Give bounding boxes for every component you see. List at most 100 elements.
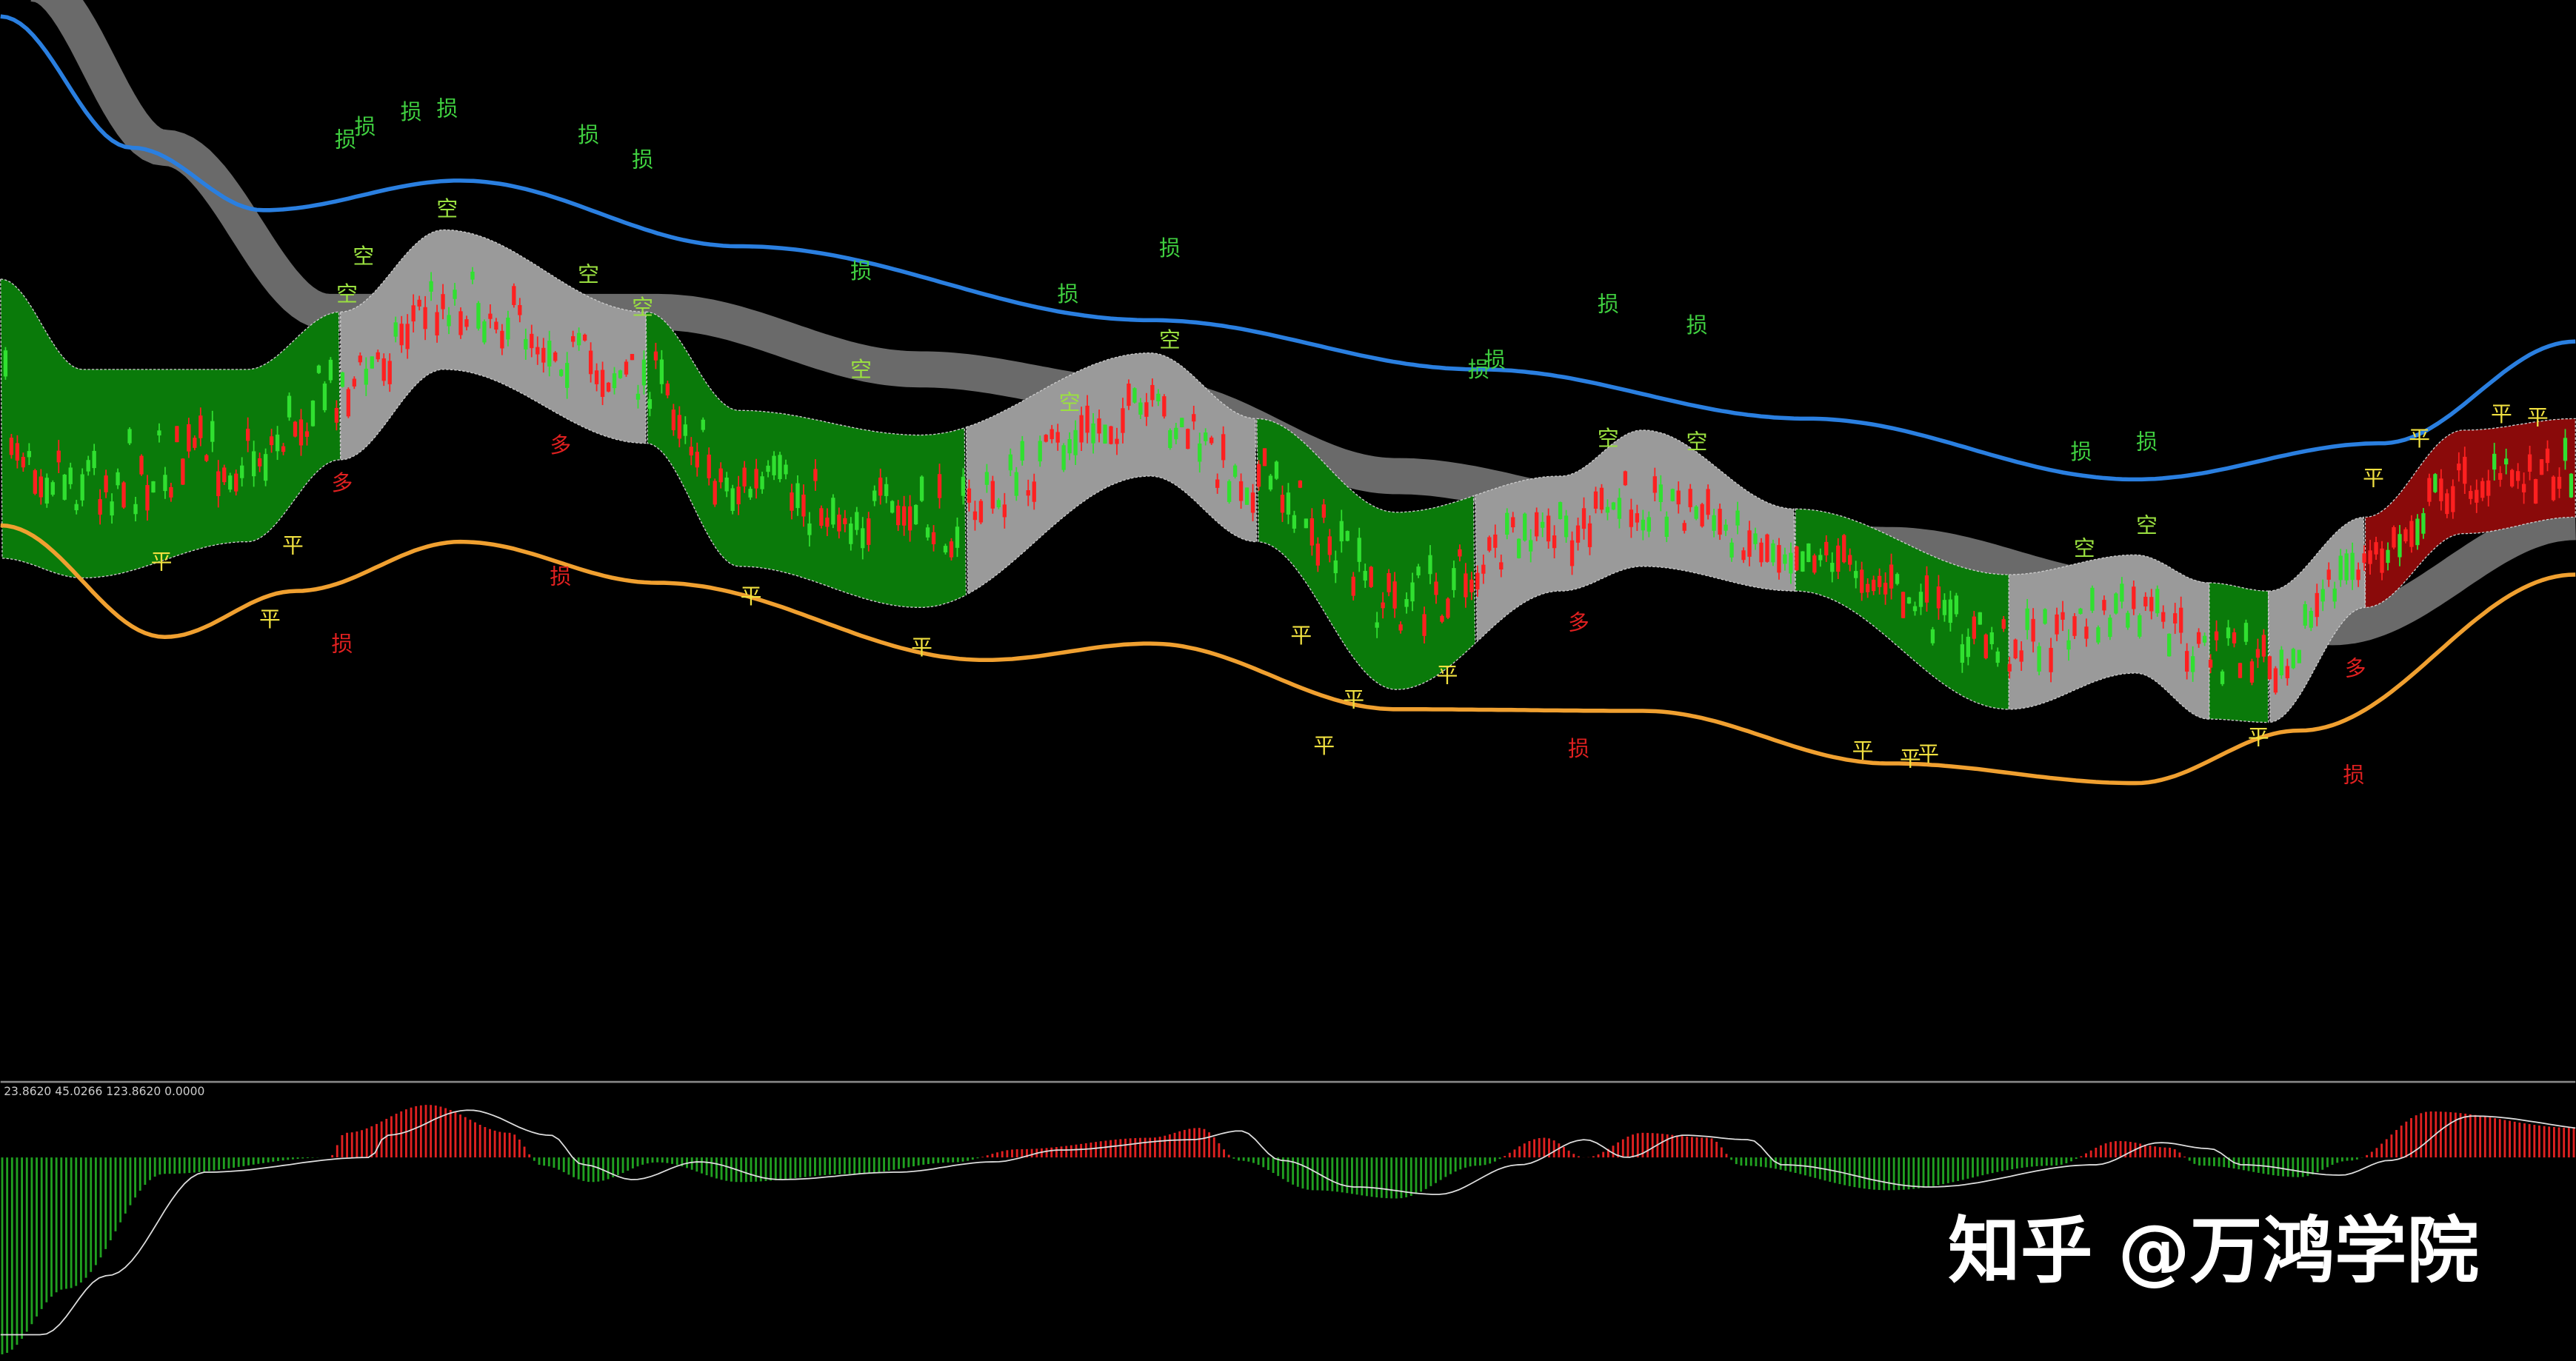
candle-body xyxy=(2096,627,2100,643)
candle-body xyxy=(553,352,558,361)
candle-body xyxy=(1434,581,1438,595)
candle-body xyxy=(2504,458,2509,465)
candle-body xyxy=(855,512,859,530)
signal-label: 空 xyxy=(336,281,358,307)
candle-body xyxy=(1806,543,1811,563)
candle-body xyxy=(269,436,274,446)
signal-label: 损 xyxy=(550,564,571,589)
candle-body xyxy=(1924,575,1929,603)
candle-body xyxy=(1812,555,1817,573)
candle-body xyxy=(56,450,61,463)
candle-body xyxy=(1050,429,1054,440)
signal-label: 损 xyxy=(332,631,353,656)
candle-body xyxy=(104,475,108,492)
candle-body xyxy=(2001,619,2006,629)
candle-body xyxy=(813,469,818,481)
candle-body xyxy=(2078,608,2083,614)
candle-body xyxy=(1747,530,1752,557)
candle-body xyxy=(1215,479,1220,488)
candle-body xyxy=(1381,602,1385,609)
candle-body xyxy=(1032,481,1036,502)
signal-label: 损 xyxy=(436,96,458,121)
candle-body xyxy=(3,350,8,377)
candle-body xyxy=(1906,597,1912,604)
candle-body xyxy=(1410,582,1415,602)
candle-body xyxy=(376,352,380,360)
candle-body xyxy=(1611,502,1616,510)
signal-label: 空 xyxy=(2136,513,2158,538)
candle-body xyxy=(931,532,936,544)
candle-body xyxy=(1428,555,1432,575)
candle-body xyxy=(990,481,995,509)
candle-body xyxy=(1458,549,1462,557)
signal-label: 平 xyxy=(2248,725,2269,750)
candle-body xyxy=(1079,415,1084,443)
candle-body xyxy=(2043,609,2047,624)
signal-label: 平 xyxy=(1343,687,1364,712)
candle-body xyxy=(2439,478,2443,501)
candle-body xyxy=(2066,640,2071,650)
candle-body xyxy=(895,505,901,526)
candle-body xyxy=(1186,429,1190,449)
candle-body xyxy=(1339,521,1344,542)
indicator-header: 23.8620 45.0266 123.8620 0.0000 xyxy=(4,1085,204,1098)
candle-body xyxy=(1369,566,1373,587)
candle-body xyxy=(1511,517,1515,528)
candle-body xyxy=(340,372,345,387)
candle-body xyxy=(736,486,741,505)
candle-body xyxy=(2392,526,2396,548)
candle-body xyxy=(1623,471,1628,486)
candle-body xyxy=(884,484,889,496)
candle-body xyxy=(677,415,681,439)
candle-body xyxy=(352,378,357,387)
candle-body xyxy=(1416,566,1421,576)
signal-label: 损 xyxy=(1568,736,1589,761)
signal-label: 空 xyxy=(632,295,653,320)
candle-body xyxy=(1930,629,1935,643)
candle-body xyxy=(659,359,664,384)
candle-body xyxy=(2108,618,2112,638)
candle-body xyxy=(1569,540,1575,566)
candle-body xyxy=(2380,548,2384,573)
candle-body xyxy=(1912,606,1918,612)
candle-body xyxy=(2344,553,2349,581)
candle-body xyxy=(1038,441,1042,462)
candle-body xyxy=(1735,510,1740,526)
candle-body xyxy=(1204,432,1208,441)
candle-body xyxy=(2386,549,2390,564)
candle-body xyxy=(2049,647,2053,672)
candle-body xyxy=(1617,498,1622,519)
signal-label: 空 xyxy=(578,261,599,287)
candle-body xyxy=(2362,553,2366,564)
candle-body xyxy=(1529,540,1533,552)
candle-body xyxy=(435,312,439,335)
candle-body xyxy=(1883,582,1888,595)
candle-body xyxy=(2179,607,2183,633)
candle-body xyxy=(133,504,138,515)
candle-body xyxy=(535,347,540,355)
candle-body xyxy=(2055,614,2059,635)
candle-body xyxy=(15,443,20,461)
candle-body xyxy=(2013,639,2018,659)
signal-label: 平 xyxy=(151,549,173,574)
candle-body xyxy=(1274,461,1279,479)
candle-body xyxy=(2445,493,2449,515)
candle-body xyxy=(2398,534,2402,558)
candle-body xyxy=(2403,529,2408,542)
candle-body xyxy=(1635,513,1640,523)
channel-segment xyxy=(965,352,1258,595)
candle-body xyxy=(1440,615,1444,622)
candle-body xyxy=(2486,480,2491,496)
candle-body xyxy=(298,419,304,446)
candle-body xyxy=(2451,486,2455,512)
candle-body xyxy=(1552,535,1557,549)
candle-body xyxy=(913,504,918,525)
candle-body xyxy=(1658,484,1663,503)
candle-body xyxy=(2190,656,2195,672)
candle-body xyxy=(1363,570,1367,581)
candle-body xyxy=(2563,438,2568,461)
candle-body xyxy=(1375,622,1379,628)
candle-body xyxy=(919,476,924,501)
signal-label: 空 xyxy=(1598,426,1619,451)
candle-body xyxy=(949,541,954,558)
